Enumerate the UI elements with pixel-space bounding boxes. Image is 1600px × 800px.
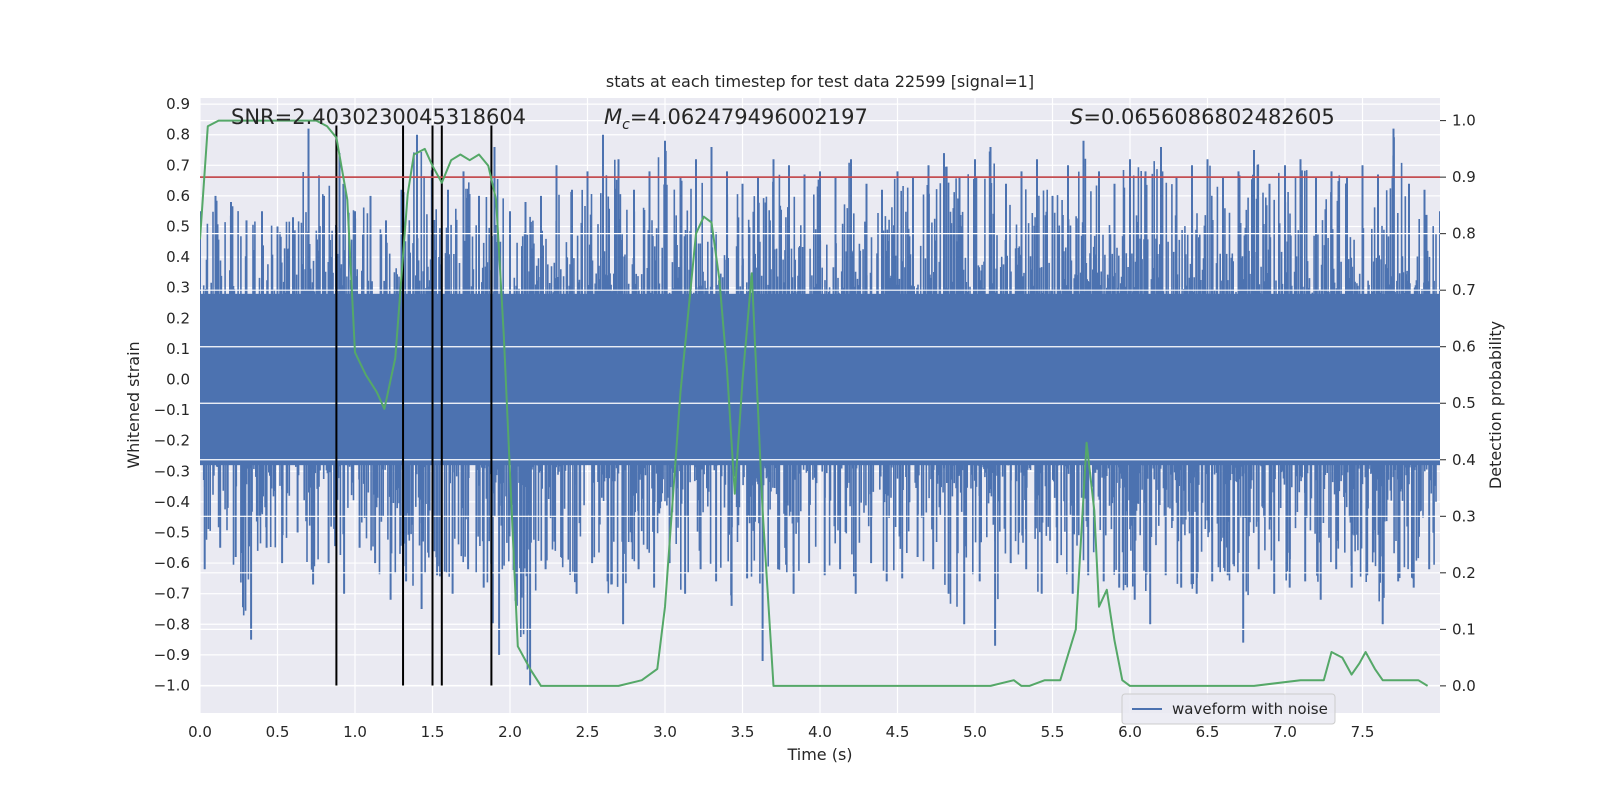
x-axis-label: Time (s) (786, 745, 852, 764)
y-tick-label: 0.2 (166, 309, 190, 327)
waveform-series (200, 128, 1440, 686)
x-tick-label: 7.0 (1273, 723, 1297, 741)
x-tick-label: 4.0 (808, 723, 832, 741)
waveform-peaks (200, 128, 1440, 686)
x-axis-ticks: 0.0 0.5 1.0 1.5 2.0 2.5 3.0 3.5 4.0 4.5 5.0 5.5 6.0 6… (188, 723, 1374, 741)
x-tick-label: 1.5 (421, 723, 445, 741)
x-tick-label: 3.5 (731, 723, 755, 741)
y-axis-label: Whitened strain (124, 341, 143, 468)
y-tick-label: −0.6 (154, 554, 190, 572)
x-tick-label: 6.5 (1196, 723, 1220, 741)
y-tick-label: 0.7 (166, 156, 190, 174)
chart-title: stats at each timestep for test data 225… (606, 72, 1034, 91)
y2-tick-label: 0.1 (1452, 620, 1476, 638)
y-tick-label: 0.6 (166, 187, 190, 205)
y2-tick-label: 0.4 (1452, 451, 1476, 469)
chirp-mass-subscript: c (622, 117, 630, 133)
s-value: =0.0656086802482605 (1083, 105, 1334, 129)
y2-tick-label: 0.8 (1452, 225, 1476, 243)
legend-label: waveform with noise (1172, 700, 1328, 718)
chirp-mass-symbol: M (604, 105, 622, 129)
x-tick-label: 1.0 (343, 723, 367, 741)
y-tick-label: 0.3 (166, 279, 190, 297)
y-tick-label: −0.5 (154, 523, 190, 541)
legend-box (1121, 693, 1336, 725)
x-tick-label: 0.5 (266, 723, 290, 741)
y2-tick-label: 0.6 (1452, 338, 1476, 356)
y-tick-label: −1.0 (154, 676, 190, 694)
y-tick-label: 0.1 (166, 340, 190, 358)
y2-tick-label: 1.0 (1452, 112, 1476, 130)
y2-tick-label: 0.5 (1452, 394, 1476, 412)
probability-line (200, 119, 1429, 687)
y2-tick-label: 0.7 (1452, 281, 1476, 299)
y2-axis-ticks: 1.0 0.9 0.8 0.7 0.6 0.5 0.4 0.3 0.2 0.1 0.0 (1440, 112, 1476, 695)
x-tick-label: 7.5 (1351, 723, 1375, 741)
y-tick-label: −0.3 (154, 462, 190, 480)
x-tick-label: 4.5 (886, 723, 910, 741)
snr-annotation: SNR=2.4030230045318604 (231, 105, 526, 129)
x-tick-label: 3.0 (653, 723, 677, 741)
y2-axis-label: Detection probability (1486, 321, 1505, 489)
y-axis-ticks: 0.9 0.8 0.7 0.6 0.5 0.4 0.3 0.2 0.1 0.0 −0.1 −0.2 −0… (154, 95, 190, 694)
x-tick-label: 2.0 (498, 723, 522, 741)
legend: waveform with noise (1121, 693, 1336, 725)
y-tick-label: −0.1 (154, 401, 190, 419)
x-tick-label: 5.5 (1041, 723, 1065, 741)
x-tick-label: 0.0 (188, 723, 212, 741)
s-annotation: S=0.0656086802482605 (1070, 105, 1335, 129)
probability-series (200, 119, 1429, 687)
y-tick-label: −0.7 (154, 585, 190, 603)
y-tick-label: 0.8 (166, 126, 190, 144)
s-symbol: S (1070, 105, 1083, 129)
chirp-mass-value: =4.062479496002197 (630, 105, 868, 129)
chirp-mass-annotation: Mc=4.062479496002197 (604, 105, 868, 133)
y2-tick-label: 0.3 (1452, 507, 1476, 525)
y2-tick-label: 0.0 (1452, 677, 1476, 695)
y-tick-label: 0.4 (166, 248, 190, 266)
y-tick-label: −0.2 (154, 432, 190, 450)
y-tick-label: 0.0 (166, 370, 190, 388)
y-tick-label: 0.9 (166, 95, 190, 113)
y2-tick-label: 0.2 (1452, 564, 1476, 582)
y-tick-label: −0.9 (154, 646, 190, 664)
y-tick-label: 0.5 (166, 218, 190, 236)
x-tick-label: 5.0 (963, 723, 987, 741)
vertical-markers (335, 125, 493, 686)
y-tick-label: −0.4 (154, 493, 190, 511)
x-tick-label: 2.5 (576, 723, 600, 741)
x-tick-label: 6.0 (1118, 723, 1142, 741)
y-tick-label: −0.8 (154, 615, 190, 633)
y2-tick-label: 0.9 (1452, 168, 1476, 186)
